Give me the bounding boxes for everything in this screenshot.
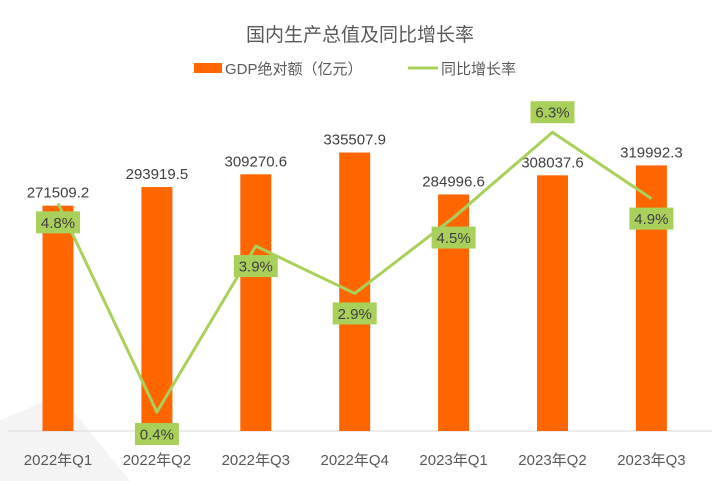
rate-label-box: [134, 423, 179, 446]
bar-gdp: [240, 174, 272, 431]
bar-data-label: 335507.9: [323, 132, 386, 149]
rate-data-label: 4.5%: [436, 230, 470, 247]
bar-gdp: [635, 165, 667, 432]
rate-data-label: 4.9%: [634, 211, 668, 228]
rate-label-box: [431, 226, 476, 249]
rate-data-label: 3.9%: [239, 259, 273, 276]
chart-title: 国内生产总值及同比增长率: [246, 24, 474, 46]
rate-line: [56, 130, 653, 414]
rate-label-box: [629, 207, 674, 230]
x-tick-label: 2022年Q1: [24, 452, 92, 469]
bar-data-label: 309270.6: [225, 153, 288, 170]
x-tick-label: 2022年Q3: [222, 452, 290, 469]
rate-label-box: [36, 211, 80, 234]
rate-data-label: 4.8%: [41, 215, 75, 232]
x-tick-label: 2023年Q2: [518, 452, 586, 469]
bar-gdp: [537, 175, 568, 431]
bar-data-label: 271509.2: [27, 185, 90, 202]
bar-data-label: 319992.3: [620, 144, 683, 161]
legend-swatch-gdp: [194, 63, 222, 73]
rate-label-box: [233, 255, 278, 278]
rate-label-box: [530, 101, 575, 124]
bar-data-label: 284996.6: [422, 173, 485, 190]
legend: GDP绝对额（亿元） 同比增长率: [194, 61, 516, 78]
legend-label-rate: 同比增长率: [441, 61, 516, 78]
x-tick-label: 2022年Q4: [321, 452, 389, 469]
bar-data-label: 293919.5: [126, 166, 189, 183]
background-decoration: [0, 395, 130, 481]
rate-label-box: [332, 302, 377, 325]
x-tick-label: 2023年Q3: [617, 452, 685, 469]
x-tick-label: 2023年Q1: [419, 452, 487, 469]
bar-gdp: [42, 205, 74, 431]
bar-data-label: 308037.6: [521, 154, 584, 171]
rate-data-label: 2.9%: [338, 306, 372, 323]
rate-data-label: 6.3%: [535, 105, 569, 122]
legend-label-gdp: GDP绝对额（亿元）: [225, 61, 363, 78]
x-tick-label: 2022年Q2: [123, 452, 191, 469]
rate-data-label: 0.4%: [140, 427, 174, 444]
